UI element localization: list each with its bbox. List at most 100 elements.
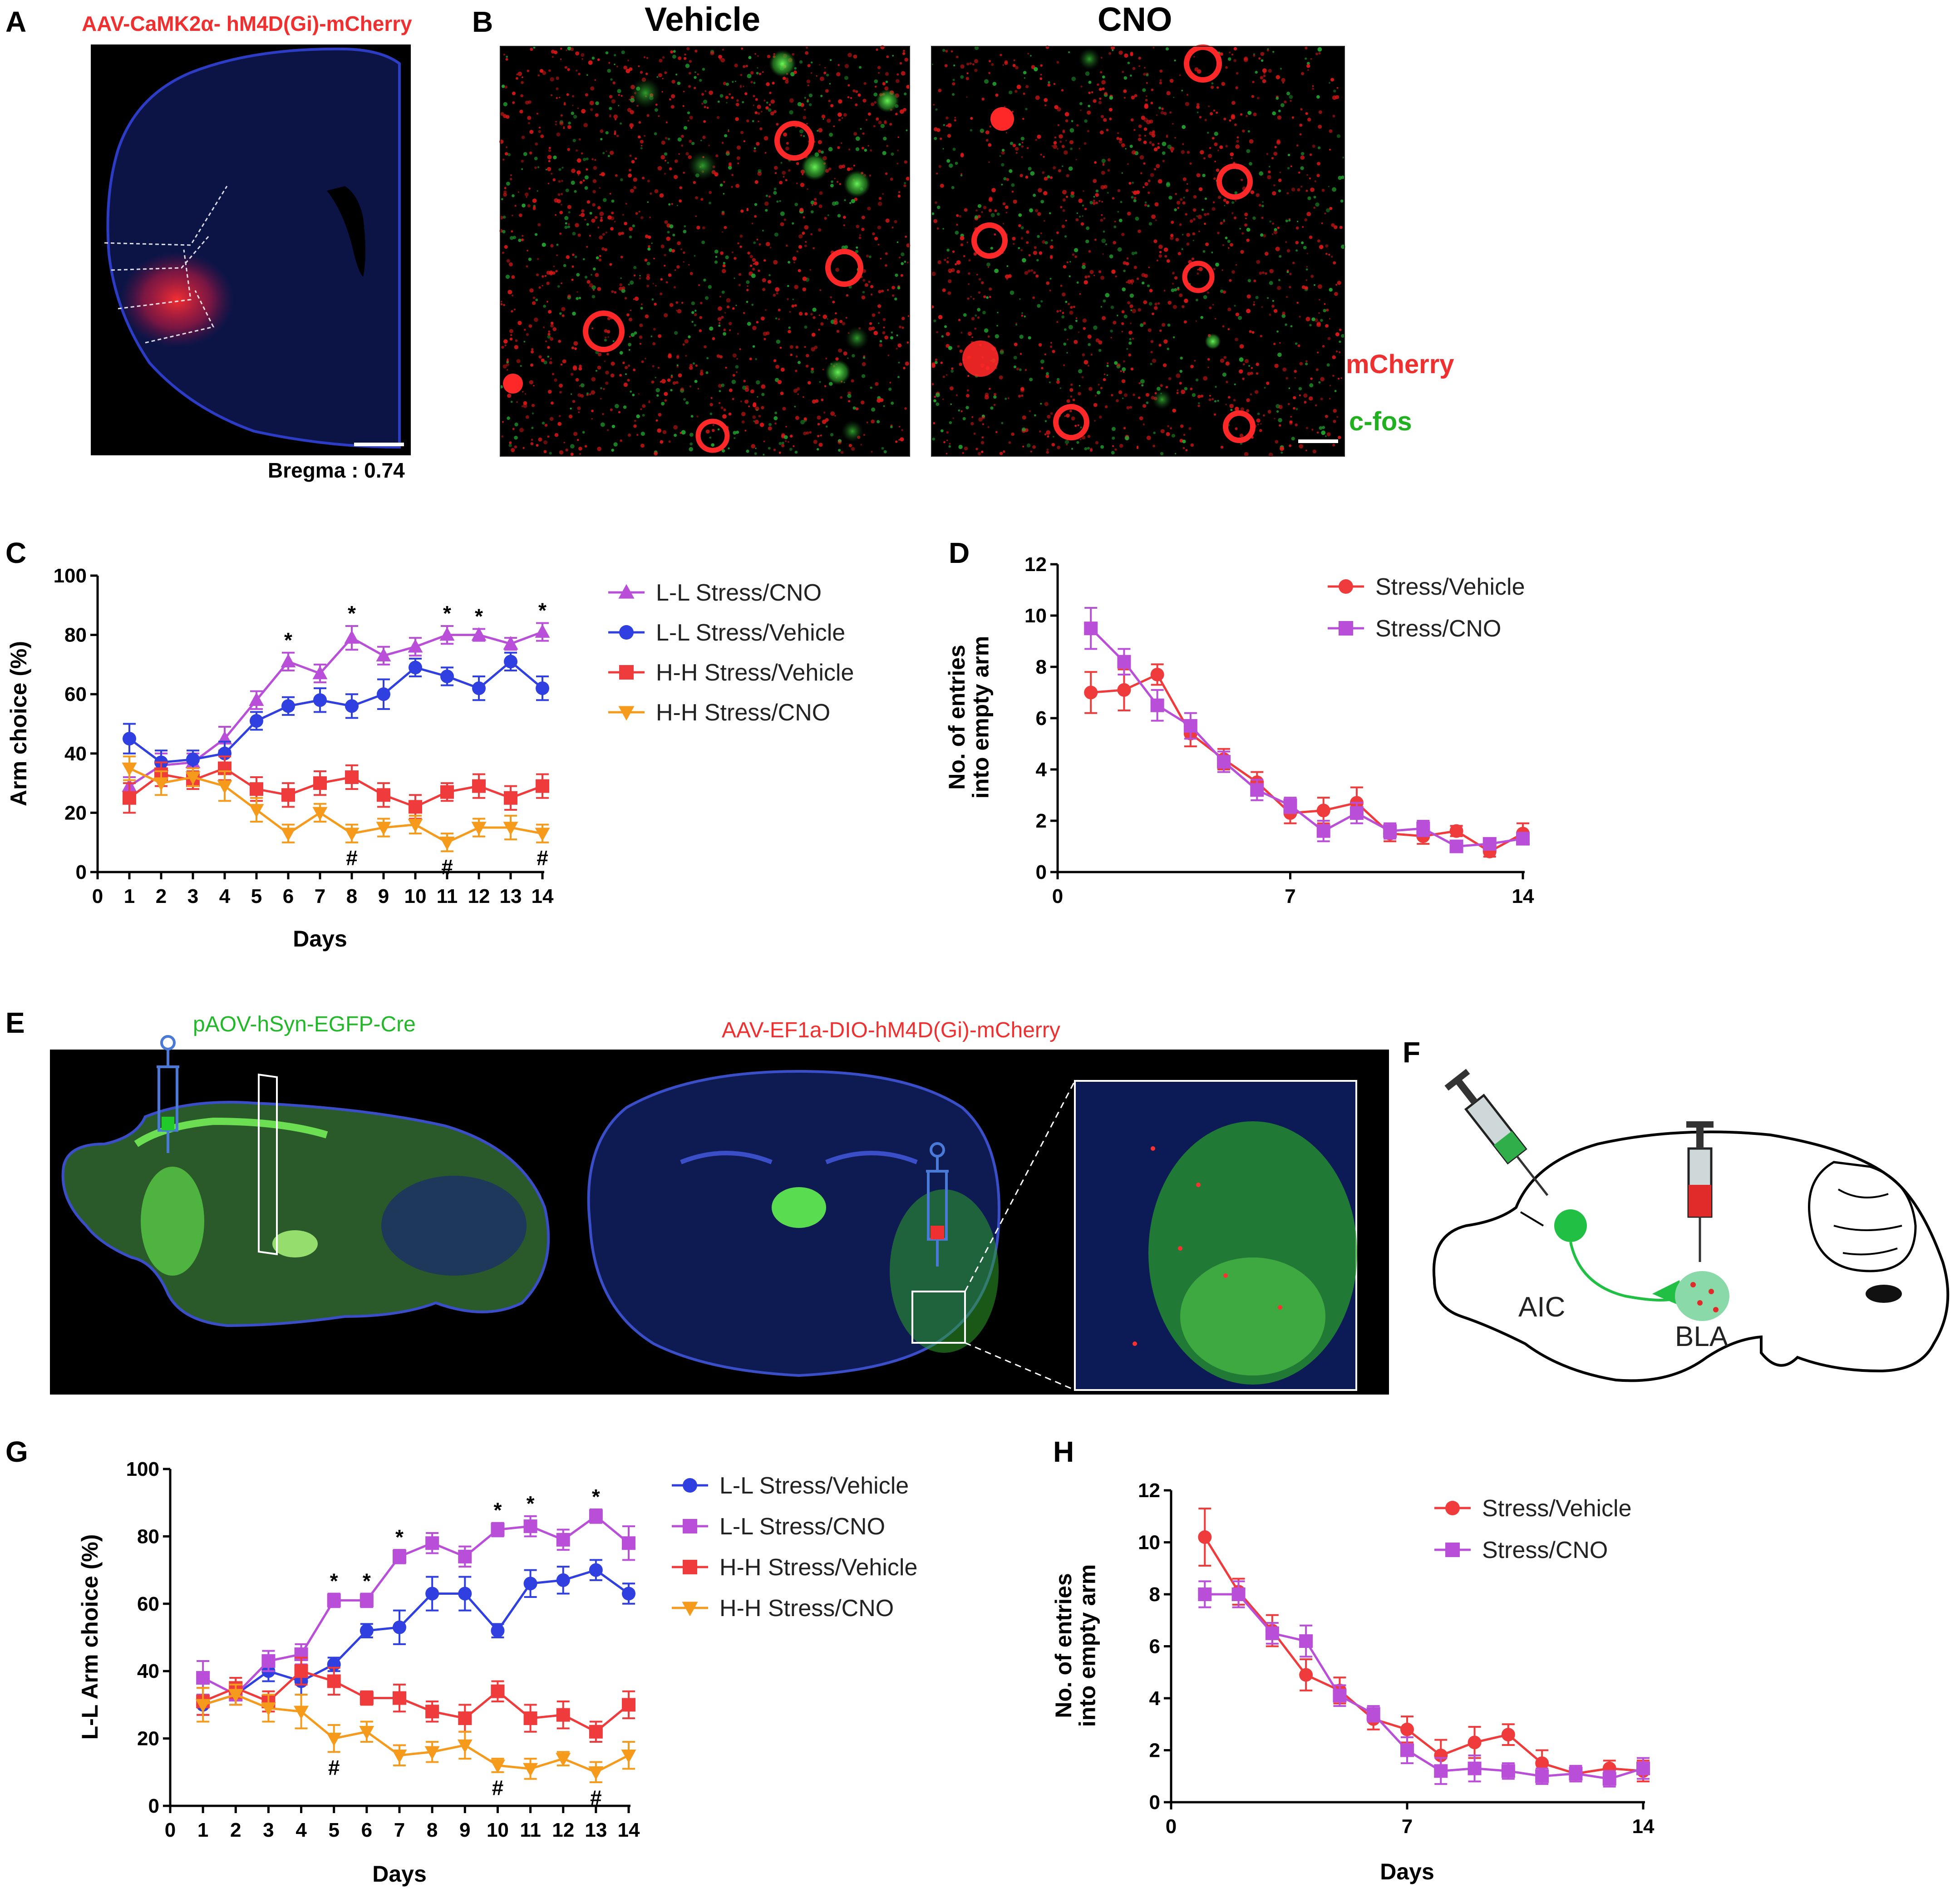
chart-c-significance-star: * [284, 628, 292, 652]
chart-c-data-point [312, 666, 328, 680]
chart-c-xtick-label: 1 [124, 885, 135, 907]
chart-g-data-point [588, 1766, 604, 1780]
cno-image [931, 44, 1345, 457]
chart-c-xtick-label: 13 [500, 885, 522, 907]
chart-c-xtick-label: 8 [346, 885, 357, 907]
chart-g-data-point [589, 1509, 603, 1523]
chart-g-data-point [294, 1706, 309, 1720]
chart-h-data-point [1636, 1761, 1650, 1775]
chart-g-xtick-label: 9 [459, 1819, 470, 1841]
chart-g-data-point [294, 1664, 308, 1678]
chart-c-legend-item: H-H Stress/Vehicle [608, 660, 854, 686]
chart-d-data-point [1449, 839, 1463, 853]
chart-d-ytick-label: 12 [1024, 553, 1047, 576]
chart-c-data-point [153, 777, 169, 791]
chart-d-data-point [1084, 621, 1098, 636]
chart-c-data-point [312, 807, 328, 821]
chart-h: 0 2 4 6 8 10 12 0 7 14 No. of entriesinto empty ar… [1051, 1479, 1655, 1884]
chart-g-significance-star: * [493, 1499, 502, 1522]
chart-g-data-point [523, 1763, 538, 1777]
chart-g-legend-item: L-L Stress/Vehicle [672, 1473, 909, 1499]
chart-g-series-line [202, 1568, 630, 1706]
bla-label: BLA [1675, 1321, 1729, 1352]
chart-c-xtick-label: 2 [156, 885, 167, 907]
chart-g-data-point [196, 1671, 210, 1685]
chart-g-data-point [556, 1753, 571, 1767]
chart-g-xtick-label: 14 [618, 1819, 640, 1841]
chart-d-ytick-label: 8 [1036, 656, 1047, 678]
chart-g-xtick-label: 13 [585, 1819, 607, 1841]
chart-c-ytick-label: 60 [64, 683, 87, 705]
chart-c-legend-marker [619, 625, 634, 640]
chart-d-xtick-label: 14 [1512, 885, 1534, 907]
chart-c-data-point [376, 822, 391, 836]
cfos-label: c-fos [1349, 407, 1412, 436]
chart-g-series-0 [196, 1559, 635, 1716]
chart-h-data-point [1299, 1668, 1313, 1682]
chart-h-data-point [1501, 1764, 1515, 1778]
chart-c-significance-star: * [538, 598, 547, 622]
chart-h-data-point [1468, 1761, 1482, 1775]
chart-c-xtick-label: 7 [315, 885, 325, 907]
chart-d-data-point [1383, 824, 1397, 838]
chart-g-data-point [425, 1705, 439, 1719]
chart-g-legend-label: H-H Stress/Vehicle [719, 1554, 917, 1581]
chart-c-data-point [440, 785, 454, 799]
chart-g-data-point [622, 1587, 635, 1601]
chart-g-data-point [589, 1725, 603, 1739]
chart-d-data-point [1150, 667, 1164, 681]
chart-g-legend-label: L-L Stress/Vehicle [719, 1473, 909, 1499]
chart-h-series-1 [1198, 1580, 1650, 1788]
chart-c-series-3 [122, 755, 550, 853]
chart-g-data-point [556, 1573, 570, 1587]
chart-c-data-point [281, 788, 295, 802]
chart-c-data-point [313, 693, 327, 707]
chart-d-series-line [1090, 627, 1523, 848]
chart-g-data-point [228, 1689, 243, 1703]
chart-g-xtick-label: 4 [295, 1819, 307, 1841]
chart-c-data-point [249, 692, 264, 706]
chart-c-significance-hash: # [537, 846, 548, 870]
chart-c-xtick-label: 12 [468, 885, 490, 907]
chart-g-data-point [327, 1674, 341, 1688]
chart-d-series-1 [1084, 607, 1530, 853]
chart-c-legend-marker [618, 706, 635, 721]
chart-h-xtick-label: 14 [1632, 1815, 1655, 1838]
chart-c-xtick-label: 10 [404, 885, 427, 907]
chart-c-data-point [250, 714, 263, 728]
chart-h-ytick-label: 10 [1138, 1532, 1160, 1554]
chart-c-legend-label: L-L Stress/CNO [656, 580, 822, 606]
chart-c-data-point [471, 822, 487, 836]
chart-h-data-point [1434, 1764, 1448, 1778]
chart-g-legend-marker [683, 1519, 697, 1533]
chart-h-data-point [1299, 1634, 1313, 1648]
chart-c-legend-label: L-L Stress/Vehicle [656, 620, 845, 646]
chart-d-data-point [1150, 698, 1164, 712]
chart-c-legend-item: L-L Stress/CNO [608, 580, 822, 606]
chart-g-data-point [326, 1732, 342, 1746]
chart-d-xtick-label: 7 [1285, 885, 1295, 907]
chart-c-data-point [250, 782, 263, 796]
chart-h-data-point [1602, 1772, 1616, 1786]
chart-d-data-point [1250, 783, 1264, 797]
chart-g-data-point [425, 1536, 439, 1550]
panel-e-virus-left: pAOV-hSyn-EGFP-Cre [193, 1012, 416, 1036]
chart-c-data-point [504, 791, 517, 805]
panel-f-schematic [1432, 1069, 1950, 1382]
chart-h-data-point [1535, 1769, 1549, 1783]
chart-h-legend-item: Stress/CNO [1434, 1537, 1608, 1563]
chart-c-xtick-label: 6 [283, 885, 294, 907]
chart-g-significance-star: * [592, 1485, 600, 1508]
chart-d-data-point [1084, 685, 1098, 700]
chart-g-ytick-label: 60 [137, 1593, 159, 1615]
chart-g-significance-star: * [527, 1492, 535, 1515]
chart-c-data-point [281, 654, 296, 668]
chart-c-xtick-label: 3 [187, 885, 198, 907]
panel-label-a: A [5, 5, 26, 38]
chart-g-legend-marker [682, 1602, 698, 1617]
chart-c-data-point [376, 648, 391, 662]
chart-c-data-point [439, 836, 455, 850]
chart-g-data-point [261, 1654, 276, 1668]
chart-h-data-point [1501, 1728, 1515, 1742]
chart-d-series-0 [1084, 663, 1530, 858]
